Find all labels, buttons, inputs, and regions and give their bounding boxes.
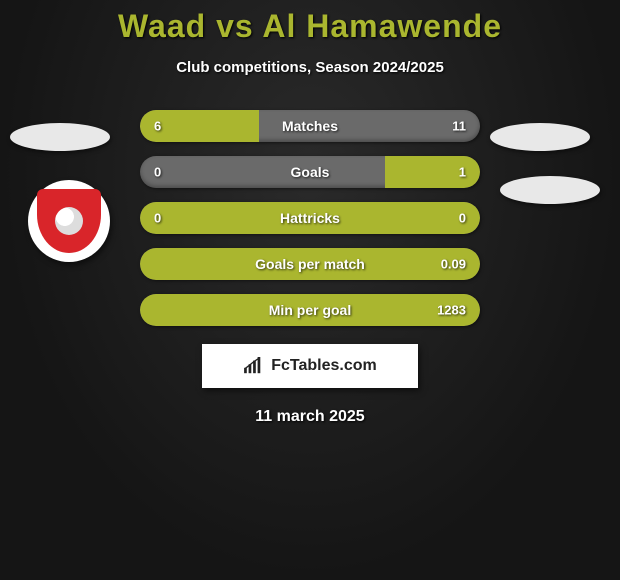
team-right-ellipse-1 (490, 123, 590, 151)
stat-row: 0 Hattricks 0 (140, 202, 480, 234)
stat-row: 6 Matches 11 (140, 110, 480, 142)
stat-left-value: 0 (154, 211, 161, 226)
stat-label: Min per goal (269, 302, 351, 318)
watermark[interactable]: FcTables.com (202, 344, 418, 388)
football-icon (55, 207, 83, 235)
team-right-ellipse-2 (500, 176, 600, 204)
watermark-text: FcTables.com (271, 357, 377, 375)
stat-row: Min per goal 1283 (140, 294, 480, 326)
date-label: 11 march 2025 (0, 408, 620, 426)
stat-row: Goals per match 0.09 (140, 248, 480, 280)
stat-label: Goals (291, 164, 330, 180)
main-content: Waad vs Al Hamawende Club competitions, … (0, 0, 620, 426)
stat-right-value: 1283 (437, 303, 466, 318)
stat-right-value: 1 (459, 165, 466, 180)
stat-left-value: 0 (154, 165, 161, 180)
team-left-badge (28, 180, 110, 262)
team-left-ellipse (10, 123, 110, 151)
stat-label: Hattricks (280, 210, 340, 226)
bar-chart-icon (243, 357, 265, 375)
shield-icon (37, 189, 101, 253)
stat-right-value: 11 (452, 119, 466, 134)
subtitle: Club competitions, Season 2024/2025 (0, 59, 620, 76)
stat-right-value: 0.09 (441, 257, 466, 272)
page-title: Waad vs Al Hamawende (0, 8, 620, 45)
stat-row: 0 Goals 1 (140, 156, 480, 188)
stat-left-value: 6 (154, 119, 161, 134)
stat-right-value: 0 (459, 211, 466, 226)
stat-label: Matches (282, 118, 338, 134)
stat-label: Goals per match (255, 256, 365, 272)
